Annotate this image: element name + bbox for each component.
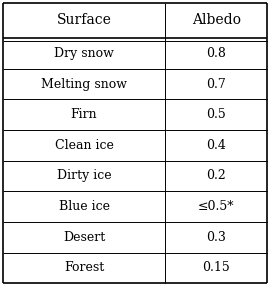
Text: Blue ice: Blue ice: [59, 200, 110, 213]
Text: 0.7: 0.7: [207, 78, 226, 91]
Text: Dirty ice: Dirty ice: [57, 169, 112, 182]
Text: 0.3: 0.3: [207, 231, 226, 244]
Text: Firn: Firn: [71, 108, 97, 121]
Text: Melting snow: Melting snow: [41, 78, 127, 91]
Text: 0.2: 0.2: [207, 169, 226, 182]
Text: 0.15: 0.15: [202, 261, 230, 274]
Text: ≤0.5*: ≤0.5*: [198, 200, 235, 213]
Text: 0.8: 0.8: [207, 47, 226, 60]
Text: Desert: Desert: [63, 231, 105, 244]
Text: Forest: Forest: [64, 261, 104, 274]
Text: Albedo: Albedo: [192, 13, 241, 27]
Text: Clean ice: Clean ice: [55, 139, 113, 152]
Text: 0.5: 0.5: [207, 108, 226, 121]
Text: 0.4: 0.4: [207, 139, 226, 152]
Text: Dry snow: Dry snow: [54, 47, 114, 60]
Text: Surface: Surface: [57, 13, 112, 27]
